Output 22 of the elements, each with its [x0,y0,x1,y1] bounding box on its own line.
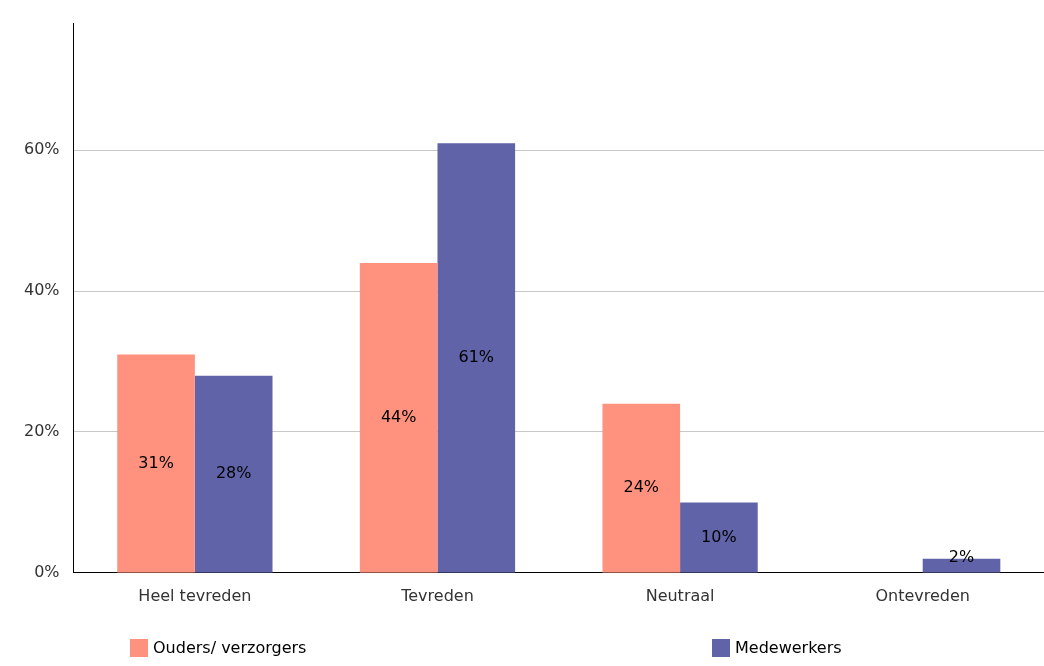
data-label: 31% [138,452,174,472]
bar [602,403,681,573]
data-label: 44% [380,407,417,427]
y-tick-label: 0% [34,561,60,581]
data-label: 10% [701,526,737,546]
bar [194,375,273,573]
legend-label: Medewerkers [735,638,842,657]
data-label: 61% [458,347,495,367]
x-tick-label: Heel tevreden [138,585,252,605]
data-label: 28% [215,463,252,483]
legend-label: Ouders/ verzorgers [153,638,307,657]
data-label: 24% [623,477,660,497]
y-tick-label: 60% [24,139,60,159]
y-tick-label: 40% [24,280,60,300]
bar [359,263,438,573]
y-tick-label: 20% [24,421,60,441]
x-tick-label: Neutraal [645,585,715,605]
bar [437,143,516,573]
bar [117,354,195,573]
x-tick-label: Ontevreden [875,585,970,605]
x-tick-label: Tevreden [400,585,474,605]
bar [680,502,758,573]
